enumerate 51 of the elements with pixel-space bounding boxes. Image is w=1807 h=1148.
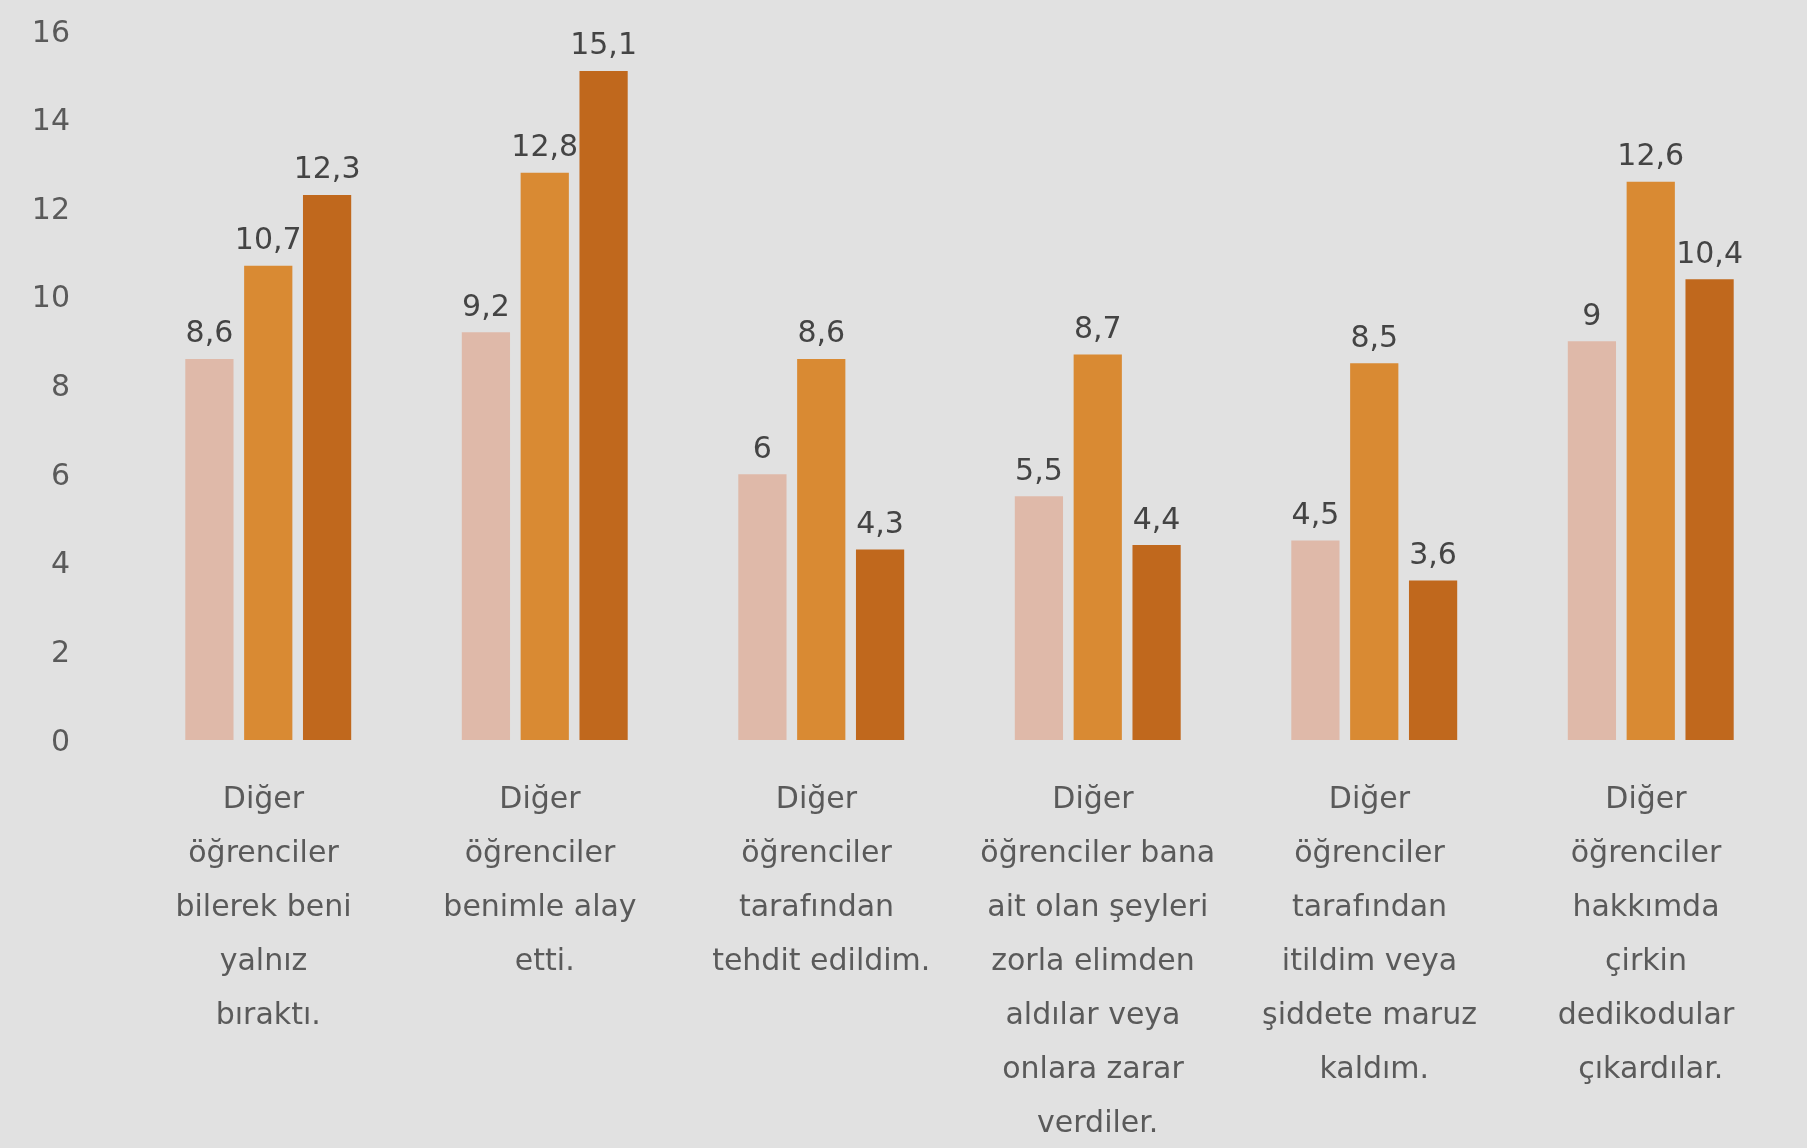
x-tick-label: Diğer öğrenciler bilerek beni yalnız bıraktı. [175, 779, 362, 1031]
bar [244, 265, 293, 740]
bar [855, 549, 905, 740]
data-label: 8,6 [797, 314, 846, 350]
bar [1350, 363, 1399, 740]
data-label: 9 [1582, 296, 1602, 332]
data-label: 4,4 [1132, 500, 1181, 536]
x-tick-label: Diğer öğrenciler bana ait olan şeyleri zorla elimden aldılar veya onlara zarar verdiler. [977, 779, 1218, 1139]
bar [1132, 545, 1181, 740]
y-tick-label: 8 [50, 368, 70, 403]
x-tick-label: Diğer öğrenciler hakkımda çirkin dedikodular çıkardılar. [1557, 779, 1744, 1085]
data-label: 3,6 [1409, 535, 1457, 571]
bar [1626, 181, 1675, 740]
bar [461, 332, 511, 740]
data-label: 9,2 [462, 287, 510, 323]
data-label: 10,4 [1676, 234, 1743, 270]
data-label: 6 [752, 429, 772, 465]
data-label: 8,7 [1073, 309, 1122, 345]
bar [1291, 540, 1340, 740]
data-label: 12,8 [511, 128, 579, 164]
bar [579, 70, 628, 740]
bar [1073, 354, 1122, 740]
data-label: 5,5 [1015, 451, 1063, 487]
y-tick-label: 14 [31, 102, 70, 138]
data-label: 8,6 [185, 314, 234, 350]
data-label: 12,6 [1617, 137, 1685, 173]
data-label: 12,3 [293, 150, 361, 186]
bar [797, 358, 846, 740]
y-tick-label: 2 [50, 633, 70, 669]
bar [1014, 496, 1064, 740]
bar [1685, 279, 1734, 740]
y-tick-label: 4 [50, 545, 70, 581]
bar [302, 194, 352, 740]
y-tick-label: 10 [31, 279, 70, 315]
data-label: 4,3 [856, 504, 904, 540]
y-tick-label: 6 [50, 456, 70, 492]
x-tick-label: Diğer öğrenciler tarafından tehdit edildim. [712, 779, 931, 977]
y-tick-label: 0 [50, 722, 70, 758]
data-label: 4,5 [1291, 496, 1340, 532]
bar [1408, 580, 1458, 740]
bar [185, 358, 234, 740]
bar [1567, 341, 1617, 740]
data-label: 10,7 [234, 221, 302, 257]
data-label: 15,1 [570, 26, 637, 62]
x-tick-label: Diğer öğrenciler tarafından itildim veya şiddete maruz kaldım. [1261, 779, 1487, 1085]
y-tick-label: 12 [31, 190, 70, 226]
data-label: 8,5 [1350, 318, 1399, 354]
bar [520, 172, 569, 740]
bar [738, 474, 787, 740]
y-tick-label: 16 [31, 13, 70, 49]
x-tick-label: Diğer öğrenciler benimle alay etti. [443, 779, 647, 977]
